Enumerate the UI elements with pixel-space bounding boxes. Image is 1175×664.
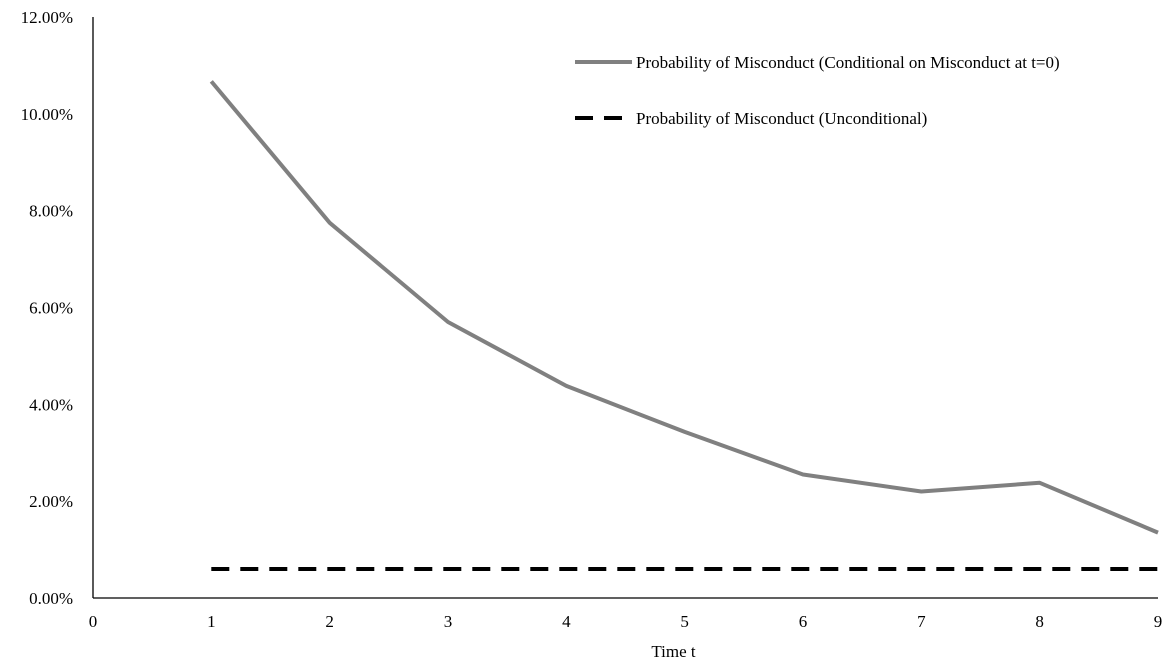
x-axis-title: Time t: [651, 642, 696, 661]
series-lines: [209, 80, 1159, 571]
legend: Probability of Misconduct (Conditional o…: [575, 53, 1060, 128]
y-tick-label: 0.00%: [29, 589, 73, 608]
x-tick-label: 5: [680, 612, 689, 631]
y-tick-label: 8.00%: [29, 202, 73, 221]
axes: [92, 17, 1158, 599]
x-tick-label: 7: [917, 612, 926, 631]
tick-labels: 0.00% 2.00% 4.00% 6.00% 8.00% 10.00% 12.00% 0 1 2…: [21, 8, 1163, 631]
x-tick-label: 3: [444, 612, 453, 631]
legend-label: Probability of Misconduct (Unconditional…: [636, 109, 927, 128]
legend-label: Probability of Misconduct (Conditional o…: [636, 53, 1060, 72]
x-tick-label: 6: [799, 612, 808, 631]
y-tick-label: 12.00%: [21, 8, 73, 27]
y-tick-label: 6.00%: [29, 299, 73, 318]
y-tick-label: 10.00%: [21, 105, 73, 124]
x-tick-label: 0: [89, 612, 98, 631]
series-line-conditional: [209, 80, 1159, 535]
x-tick-label: 9: [1154, 612, 1163, 631]
y-tick-label: 4.00%: [29, 395, 73, 414]
y-tick-label: 2.00%: [29, 492, 73, 511]
x-tick-label: 8: [1035, 612, 1044, 631]
x-tick-label: 4: [562, 612, 571, 631]
x-tick-label: 1: [207, 612, 216, 631]
x-tick-label: 2: [325, 612, 334, 631]
